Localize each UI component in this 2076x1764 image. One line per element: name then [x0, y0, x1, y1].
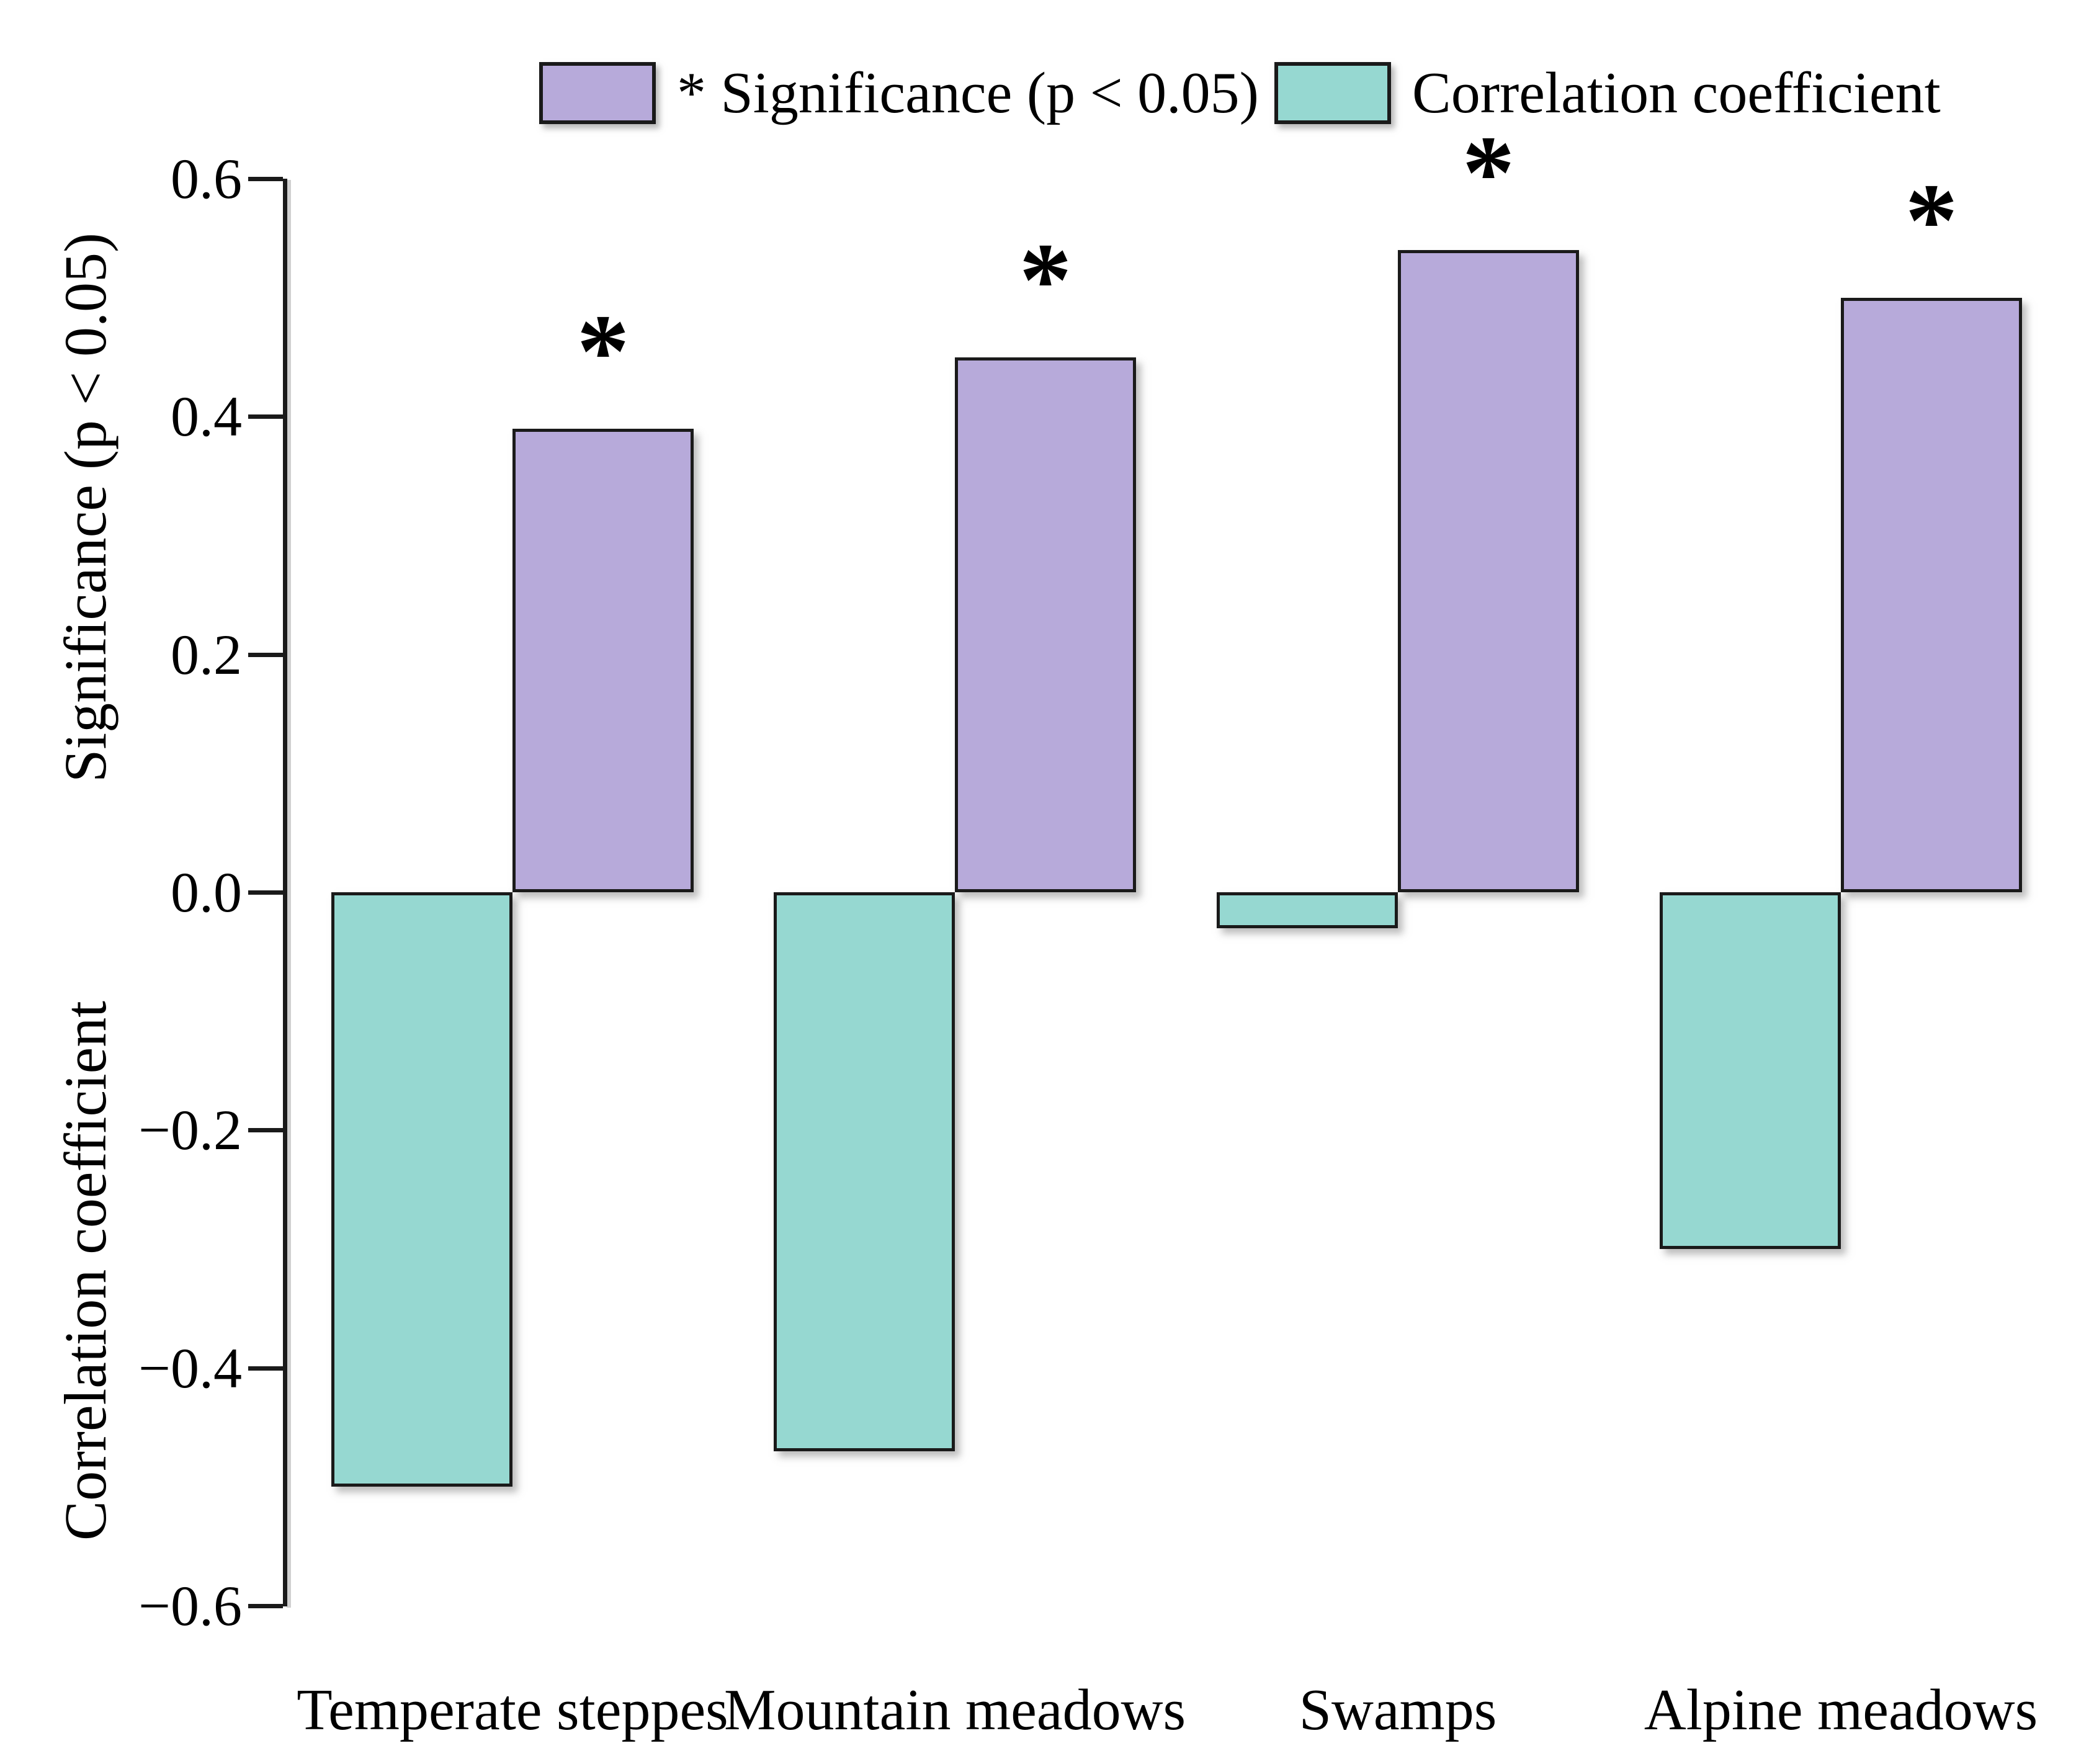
- significance-asterisk-1: *: [576, 292, 630, 410]
- y-axis-tick: [248, 1604, 283, 1608]
- significance-asterisk-3: *: [1462, 114, 1515, 231]
- significance-asterisk-2: *: [1019, 221, 1072, 338]
- y-axis-tick-label: −0.2: [138, 1098, 242, 1162]
- legend-swatch-correlation: [1274, 62, 1391, 124]
- y-axis-tick-label: 0.4: [171, 385, 242, 449]
- y-axis-tick: [248, 1128, 283, 1133]
- y-axis-tick: [248, 1366, 283, 1371]
- y-axis-tick-label: −0.6: [138, 1574, 242, 1637]
- category-label-4: Alpine meadows: [1644, 1678, 2038, 1742]
- y-axis-tick-label: 0.0: [171, 861, 242, 924]
- significance-asterisk-4: *: [1905, 161, 1958, 279]
- y-axis-tick: [248, 414, 283, 419]
- bar-significance-4: [1841, 297, 2022, 892]
- bar-significance-1: [512, 428, 694, 892]
- bar-correlation-1: [331, 892, 512, 1487]
- category-label-1: Temperate steppes: [297, 1678, 728, 1742]
- category-label-3: Swamps: [1299, 1678, 1497, 1742]
- bar-significance-2: [955, 357, 1136, 892]
- y-axis-line: [283, 179, 287, 1606]
- y-axis-tick: [248, 177, 283, 181]
- legend-entry-correlation: Correlation coefficient: [1274, 60, 1941, 127]
- y-axis-tick-label: 0.6: [171, 147, 242, 210]
- legend-entry-significance: * Significance (p < 0.05): [539, 60, 1259, 127]
- bar-correlation-4: [1660, 892, 1841, 1249]
- bar-correlation-2: [774, 892, 955, 1451]
- y-axis-tick-label: 0.2: [171, 622, 242, 686]
- y-axis-tick: [248, 652, 283, 657]
- legend-swatch-significance: [539, 62, 656, 124]
- legend-label-correlation: Correlation coefficient: [1412, 61, 1941, 125]
- y-axis-tick: [248, 890, 283, 895]
- bar-correlation-3: [1217, 892, 1398, 928]
- y-axis-tick-label: −0.4: [138, 1336, 242, 1400]
- category-label-2: Mountain meadows: [723, 1678, 1186, 1742]
- bar-significance-3: [1398, 250, 1579, 892]
- legend-label-significance: * Significance (p < 0.05): [677, 61, 1259, 125]
